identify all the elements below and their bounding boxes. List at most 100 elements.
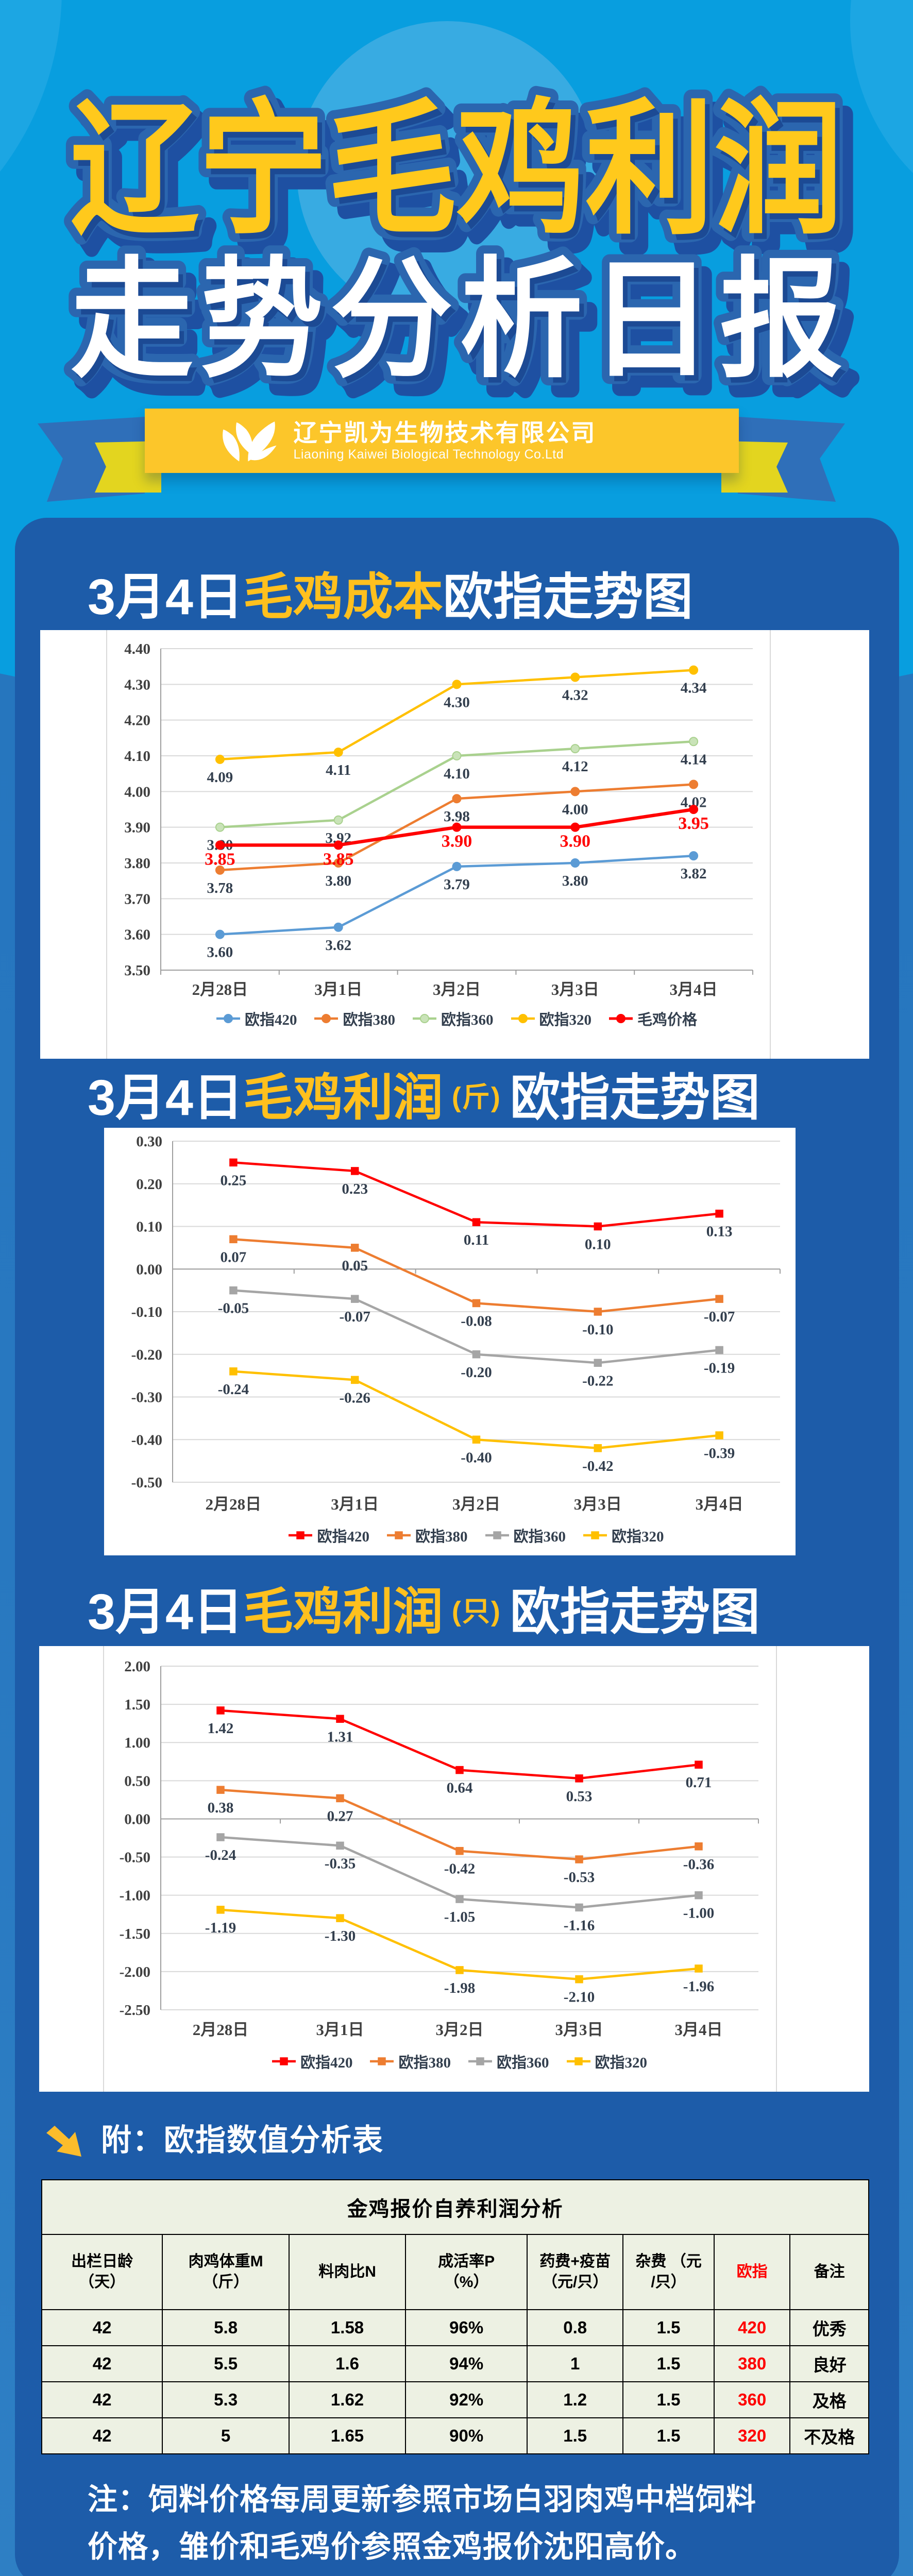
svg-text:3.62: 3.62 [325, 937, 351, 954]
svg-text:4.30: 4.30 [444, 694, 470, 710]
svg-text:3月4日: 3月4日 [675, 2021, 723, 2039]
legend-item: 欧指380 [314, 1008, 395, 1029]
legend-marker-icon [386, 1531, 411, 1539]
legend-item: 欧指420 [289, 1524, 369, 1546]
legend-marker-icon [216, 1014, 240, 1023]
svg-text:0.00: 0.00 [136, 1261, 162, 1278]
section2-highlight: 毛鸡利润 [243, 1070, 443, 1126]
svg-text:0.11: 0.11 [464, 1232, 489, 1248]
svg-text:-0.07: -0.07 [339, 1309, 370, 1325]
svg-text:-0.36: -0.36 [683, 1856, 714, 1873]
title-line1-shadow: 辽宁毛鸡利润 [80, 101, 853, 264]
legend-marker-icon [566, 2057, 590, 2065]
section-title-profit-bird: 3月4日毛鸡利润 (只) 欧指走势图 [88, 1586, 760, 1638]
svg-text:-0.50: -0.50 [120, 1850, 150, 1866]
svg-text:3月2日: 3月2日 [452, 1495, 500, 1513]
title-line2-outline: 走势分析日报 [71, 247, 850, 393]
annex-heading: 附：欧指数值分析表 [101, 2123, 384, 2157]
svg-text:0.07: 0.07 [221, 1249, 247, 1265]
svg-text:-0.40: -0.40 [461, 1449, 492, 1466]
svg-text:1.31: 1.31 [327, 1728, 353, 1745]
svg-text:-0.42: -0.42 [444, 1861, 475, 1877]
chart-legend: 欧指420 欧指380 欧指360 欧指320 [173, 1526, 780, 1545]
svg-text:-0.35: -0.35 [325, 1855, 356, 1872]
svg-text:4.32: 4.32 [562, 687, 588, 703]
svg-text:-1.00: -1.00 [120, 1888, 150, 1904]
legend-item: 欧指320 [583, 1524, 664, 1546]
legend-marker-icon [485, 1531, 509, 1539]
section1-date: 3月4日 [88, 569, 243, 625]
svg-text:1.42: 1.42 [208, 1720, 234, 1737]
legend-item: 欧指420 [216, 1008, 297, 1029]
legend-label: 欧指380 [415, 1529, 468, 1545]
poster-title: 辽宁毛鸡利润 辽宁毛鸡利润 辽宁毛鸡利润 辽宁毛鸡利润 走势分析日报 走势分析日… [62, 80, 861, 412]
legend-item: 欧指360 [412, 1008, 494, 1029]
svg-text:0.25: 0.25 [221, 1172, 247, 1189]
svg-text:-1.16: -1.16 [564, 1917, 595, 1934]
svg-text:3.98: 3.98 [444, 808, 470, 825]
header-remark: 备注 [789, 2234, 869, 2310]
svg-text:-1.19: -1.19 [205, 1920, 236, 1936]
svg-text:3月1日: 3月1日 [331, 1495, 379, 1513]
chart-canvas: 4.40 4.30 4.20 4.10 4.00 3.90 3.80 3.70 3.60 3.50… [106, 630, 771, 1059]
svg-text:4.14: 4.14 [681, 751, 707, 768]
svg-text:-0.24: -0.24 [205, 1847, 236, 1863]
legend-item: 欧指380 [370, 2050, 451, 2072]
svg-text:-0.10: -0.10 [131, 1304, 162, 1320]
legend-label: 欧指420 [317, 1529, 369, 1545]
svg-text:3.78: 3.78 [207, 880, 233, 896]
svg-text:-0.50: -0.50 [131, 1475, 162, 1491]
svg-text:3.80: 3.80 [124, 855, 150, 872]
table-header-row: 出栏日龄 （天） 肉鸡体重M （斤） 料肉比N 成活率P （%） 药费+疫苗 （… [41, 2234, 869, 2310]
legend-item: 毛鸡价格 [609, 1008, 697, 1029]
svg-text:3.90: 3.90 [442, 832, 472, 851]
legend-marker-icon [412, 1014, 436, 1023]
legend-item: 欧指380 [386, 1524, 468, 1546]
svg-text:-0.24: -0.24 [218, 1381, 249, 1398]
svg-text:3月4日: 3月4日 [670, 980, 718, 998]
table-row: 42 5.3 1.62 92% 1.2 1.5 360 及格 [41, 2381, 869, 2418]
svg-text:-0.40: -0.40 [131, 1432, 162, 1448]
svg-text:0.64: 0.64 [447, 1780, 473, 1797]
svg-text:-2.10: -2.10 [564, 1989, 595, 2006]
legend-item: 欧指360 [485, 1524, 566, 1546]
svg-text:3.60: 3.60 [207, 944, 233, 961]
poster-title-line2: 走势分析日报 走势分析日报 走势分析日报 走势分析日报 [63, 239, 861, 412]
section1-suffix: 欧指走势图 [443, 569, 693, 625]
legend-marker-icon [314, 1014, 339, 1023]
svg-text:0.10: 0.10 [585, 1236, 611, 1253]
svg-text:-2.00: -2.00 [120, 1964, 150, 1980]
legend-item: 欧指320 [566, 2050, 648, 2072]
svg-text:-0.26: -0.26 [339, 1389, 370, 1406]
header-survival: 成活率P （%） [405, 2234, 528, 2310]
legend-label: 欧指420 [300, 2055, 353, 2071]
svg-text:2月28日: 2月28日 [193, 2021, 249, 2039]
svg-text:3.60: 3.60 [124, 927, 150, 943]
svg-text:4.09: 4.09 [207, 769, 233, 786]
section3-date: 3月4日 [88, 1584, 243, 1640]
legend-marker-icon [468, 2057, 492, 2065]
svg-text:-1.96: -1.96 [683, 1978, 714, 1995]
svg-text:3.79: 3.79 [444, 876, 470, 893]
legend-item: 欧指420 [272, 2050, 353, 2072]
legend-marker-icon [289, 1531, 313, 1539]
svg-text:3月1日: 3月1日 [316, 2021, 364, 2039]
legend-label: 欧指320 [539, 1012, 592, 1028]
section3-unit: (只) [451, 1596, 501, 1627]
svg-text:3月1日: 3月1日 [314, 980, 362, 998]
header-medicine: 药费+疫苗 （元/只） [527, 2234, 624, 2310]
title-line2-shadow: 走势分析日报 [81, 259, 860, 404]
svg-text:3月4日: 3月4日 [696, 1495, 743, 1513]
svg-text:-0.30: -0.30 [131, 1389, 162, 1406]
svg-text:-0.08: -0.08 [461, 1313, 492, 1329]
svg-text:-0.53: -0.53 [564, 1869, 595, 1886]
annex-heading-row: 附：欧指数值分析表 [45, 2124, 384, 2158]
poster-title-line1: 辽宁毛鸡利润 辽宁毛鸡利润 辽宁毛鸡利润 辽宁毛鸡利润 [62, 80, 861, 272]
legend-label: 欧指320 [595, 2055, 648, 2071]
svg-text:1.00: 1.00 [124, 1735, 150, 1751]
profit-analysis-table: 金鸡报价自养利润分析 出栏日龄 （天） 肉鸡体重M （斤） 料肉比N 成活率P … [41, 2179, 869, 2454]
svg-text:0.00: 0.00 [124, 1811, 150, 1827]
svg-text:0.50: 0.50 [124, 1773, 150, 1789]
company-name-block: 辽宁凯为生物技术有限公司 Liaoning Kaiwei Biological … [294, 419, 597, 462]
legend-label: 欧指360 [497, 2055, 549, 2071]
